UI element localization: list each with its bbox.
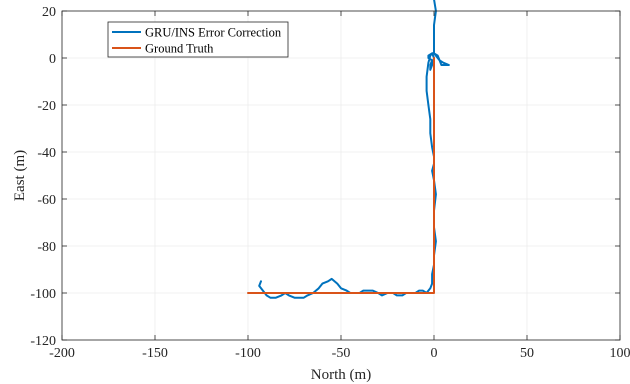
- x-tick-label: 0: [431, 346, 438, 361]
- y-axis-label: East (m): [12, 150, 28, 201]
- y-tick-label: 20: [42, 5, 56, 20]
- legend: GRU/INS Error Correction Ground Truth: [107, 21, 289, 58]
- legend-label-ground-truth: Ground Truth: [145, 42, 214, 56]
- y-tick-label: -80: [37, 240, 56, 255]
- y-tick-label: 0: [49, 52, 56, 67]
- series-layer: [247, 0, 450, 299]
- x-tick-label: -100: [235, 346, 261, 361]
- y-tick-label: -20: [37, 99, 56, 114]
- x-axis-label: North (m): [311, 367, 371, 383]
- y-tick-labels: 20 0 -20 -40 -60 -80 -100 -120: [30, 5, 56, 349]
- legend-label-gru-ins: GRU/INS Error Correction: [145, 26, 282, 40]
- x-tick-label: -150: [142, 346, 168, 361]
- x-tick-label: 50: [520, 346, 534, 361]
- y-tick-label: -100: [30, 287, 56, 302]
- y-tick-label: -60: [37, 193, 56, 208]
- tick-marks: [61, 10, 621, 341]
- x-tick-label: 100: [610, 346, 630, 361]
- legend-box: [107, 21, 289, 58]
- series-line-1: [247, 57, 435, 294]
- y-tick-label: -40: [37, 146, 56, 161]
- x-tick-label: -50: [332, 346, 351, 361]
- y-tick-label: -120: [30, 334, 56, 349]
- x-tick-label: -200: [49, 346, 75, 361]
- x-tick-labels: -200 -150 -100 -50 0 50 100: [49, 346, 630, 361]
